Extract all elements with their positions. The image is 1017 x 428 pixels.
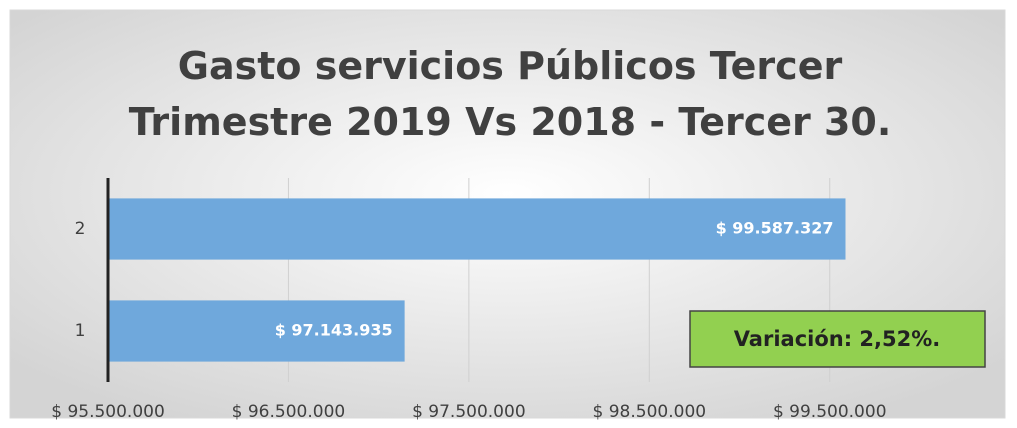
x-tick-label: $ 95.500.000 <box>51 402 165 422</box>
bar <box>108 198 846 260</box>
bar <box>108 300 405 362</box>
x-tick-label: $ 97.500.000 <box>412 402 526 422</box>
annotation-box <box>689 310 986 368</box>
y-tick-label: 2 <box>75 219 86 239</box>
x-tick-label: $ 98.500.000 <box>593 402 707 422</box>
value-label: $ 99.587.327 <box>716 219 834 238</box>
value-label: $ 97.143.935 <box>275 321 393 340</box>
y-tick-label: 1 <box>75 321 86 341</box>
x-tick-label: $ 96.500.000 <box>232 402 346 422</box>
chart-title: Gasto servicios Públicos Tercer Trimestr… <box>128 44 892 144</box>
x-tick-label: $ 99.500.000 <box>773 402 887 422</box>
annotation: Variación: 2,52%. <box>734 327 941 351</box>
